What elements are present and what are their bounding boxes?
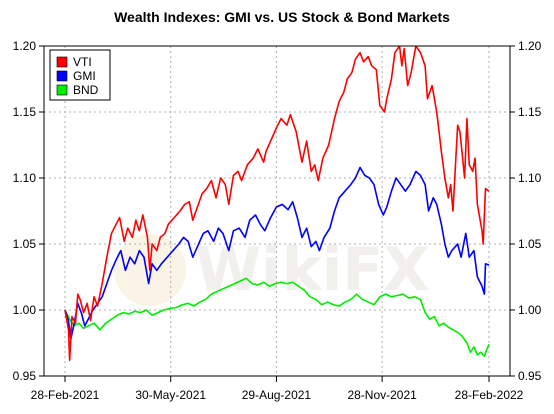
y-tick-label-right-5: 1.20 <box>518 39 542 53</box>
x-tick-label-4: 28-Feb-2022 <box>455 388 524 402</box>
legend-swatch-vti <box>56 56 68 68</box>
series-line-vti <box>64 46 490 361</box>
y-tick-label-left-1: 1.00 <box>13 303 37 317</box>
watermark-logo: WikiFX <box>114 234 429 306</box>
y-tick-label-left-0: 0.95 <box>13 369 37 383</box>
legend-swatch-gmi <box>56 70 68 82</box>
series-line-bnd <box>64 277 490 357</box>
x-tick-label-0: 28-Feb-2021 <box>31 388 100 402</box>
y-tick-label-right-3: 1.10 <box>518 171 542 185</box>
legend-label-bnd: BND <box>73 83 99 97</box>
legend-label-vti: VTI <box>73 55 92 69</box>
y-tick-label-left-5: 1.20 <box>13 39 37 53</box>
plot-frame <box>43 45 511 377</box>
y-tick-label-right-0: 0.95 <box>518 369 542 383</box>
y-tick-label-right-2: 1.05 <box>518 237 542 251</box>
series-line-gmi <box>64 166 490 340</box>
y-tick-label-left-2: 1.05 <box>13 237 37 251</box>
chart-title: Wealth Indexes: GMI vs. US Stock & Bond … <box>114 9 450 25</box>
x-tick-label-3: 28-Nov-2021 <box>347 388 417 402</box>
y-tick-label-right-4: 1.15 <box>518 105 542 119</box>
legend-label-gmi: GMI <box>73 69 96 83</box>
legend-swatch-bnd <box>56 84 68 96</box>
x-tick-label-1: 30-May-2021 <box>135 388 206 402</box>
series-layer <box>64 46 490 361</box>
grid-lines <box>44 45 510 377</box>
y-tick-label-left-3: 1.10 <box>13 171 37 185</box>
x-tick-label-2: 29-Aug-2021 <box>242 388 312 402</box>
axes: 28-Feb-2021 30-May-2021 29-Aug-2021 28-Nov-… <box>13 39 542 402</box>
y-tick-label-right-1: 1.00 <box>518 303 542 317</box>
y-tick-label-left-4: 1.15 <box>13 105 37 119</box>
